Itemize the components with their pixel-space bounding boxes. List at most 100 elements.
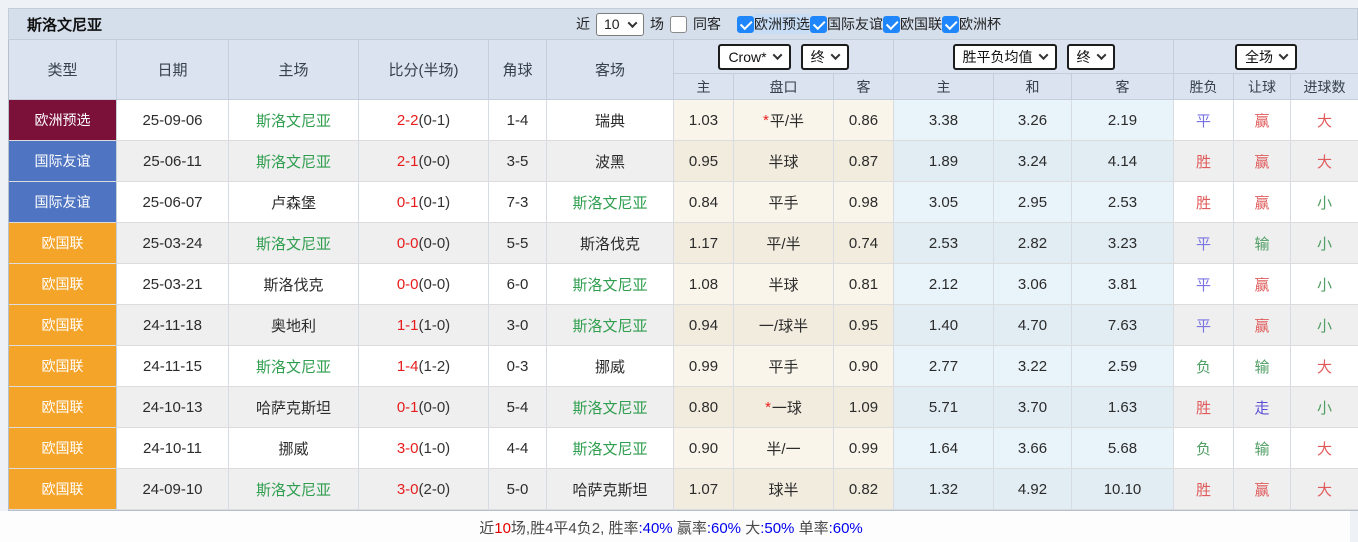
cell-handicap-away-odds: 0.81: [834, 264, 894, 305]
chevron-down-icon: [1038, 50, 1048, 61]
cell-corner: 5-0: [489, 469, 547, 510]
team-title: 斯洛文尼亚: [27, 16, 103, 34]
chevron-down-icon: [1278, 50, 1289, 61]
handicap-time-select[interactable]: 终: [800, 43, 849, 70]
cell-handicap-away-odds: 0.95: [834, 305, 894, 346]
wdl-avg-select-value: 胜平负均值: [962, 48, 1033, 65]
cell-result-goals: 大: [1291, 469, 1358, 510]
cell-league-type: 欧国联: [9, 305, 117, 346]
cell-result-wdl: 平: [1174, 305, 1234, 346]
cell-score: 2-1 (0-0): [359, 141, 489, 182]
cell-league-type: 国际友谊: [9, 141, 117, 182]
subheader-result-goals: 进球数: [1291, 74, 1358, 100]
cell-result-goals: 大: [1291, 141, 1358, 182]
cell-draw-odds: 3.70: [994, 387, 1072, 428]
handicap-time-select-value: 终: [810, 48, 825, 65]
cell-result-wdl: 负: [1174, 346, 1234, 387]
cell-home-team: 斯洛伐克: [229, 264, 359, 305]
recent-count-select[interactable]: 10: [596, 12, 644, 36]
cell-result-handicap: 赢: [1234, 264, 1291, 305]
cell-handicap-home-odds: 1.07: [674, 469, 734, 510]
cell-result-goals: 小: [1291, 387, 1358, 428]
summary-segment: :60%: [706, 519, 742, 537]
cell-handicap-away-odds: 0.82: [834, 469, 894, 510]
cell-result-goals: 小: [1291, 264, 1358, 305]
cell-win-odds: 2.12: [894, 264, 994, 305]
cell-lose-odds: 3.81: [1072, 264, 1174, 305]
cell-handicap-line: 平/半: [734, 223, 834, 264]
checkbox-checked-icon[interactable]: [810, 15, 827, 33]
cell-win-odds: 1.89: [894, 141, 994, 182]
bookmaker-select[interactable]: Crow*: [718, 43, 791, 70]
cell-corner: 6-0: [489, 264, 547, 305]
cell-handicap-home-odds: 1.08: [674, 264, 734, 305]
fulltime-select[interactable]: 全场: [1235, 43, 1297, 70]
cell-handicap-line: 平手: [734, 182, 834, 223]
cell-corner: 7-3: [489, 182, 547, 223]
checkbox-checked-icon[interactable]: [883, 15, 900, 33]
cell-handicap-home-odds: 0.95: [674, 141, 734, 182]
cell-lose-odds: 2.53: [1072, 182, 1174, 223]
cell-score: 0-1 (0-1): [359, 182, 489, 223]
subheader-handicap-line: 盘口: [734, 74, 834, 100]
cell-win-odds: 2.53: [894, 223, 994, 264]
chevron-down-icon: [627, 17, 638, 28]
cell-home-team: 斯洛文尼亚: [229, 100, 359, 141]
cell-draw-odds: 3.24: [994, 141, 1072, 182]
cell-home-team: 挪威: [229, 428, 359, 469]
cell-date: 24-09-10: [117, 469, 229, 510]
cell-handicap-home-odds: 0.80: [674, 387, 734, 428]
cell-home-team: 斯洛文尼亚: [229, 469, 359, 510]
cell-result-handicap: 赢: [1234, 100, 1291, 141]
cell-result-goals: 大: [1291, 428, 1358, 469]
cell-draw-odds: 4.70: [994, 305, 1072, 346]
cell-result-wdl: 胜: [1174, 141, 1234, 182]
cell-handicap-line: * 一球: [734, 387, 834, 428]
cell-handicap-line: * 平/半: [734, 100, 834, 141]
cell-handicap-away-odds: 1.09: [834, 387, 894, 428]
cell-league-type: 欧国联: [9, 428, 117, 469]
cell-handicap-home-odds: 0.99: [674, 346, 734, 387]
cell-date: 25-09-06: [117, 100, 229, 141]
checkbox-checked-icon[interactable]: [737, 15, 754, 33]
subheader-result-wdl: 胜负: [1174, 74, 1234, 100]
subheader-wdl-home: 主: [894, 74, 994, 100]
summary-segment: :40%: [638, 519, 673, 537]
league-filter-nations-league[interactable]: 欧国联: [883, 14, 942, 34]
league-filter-friendly[interactable]: 国际友谊: [810, 14, 883, 34]
cell-home-team: 哈萨克斯坦: [229, 387, 359, 428]
league-filter-euro-qualifier[interactable]: 欧洲预选: [737, 14, 810, 34]
cell-handicap-away-odds: 0.98: [834, 182, 894, 223]
checkbox-checked-icon[interactable]: [942, 15, 959, 33]
wdl-avg-select[interactable]: 胜平负均值: [952, 43, 1057, 70]
cell-home-team: 斯洛文尼亚: [229, 346, 359, 387]
cell-win-odds: 3.05: [894, 182, 994, 223]
cell-handicap-away-odds: 0.74: [834, 223, 894, 264]
cell-score: 3-0 (2-0): [359, 469, 489, 510]
cell-away-team: 斯洛文尼亚: [547, 264, 674, 305]
cell-result-goals: 小: [1291, 182, 1358, 223]
cell-win-odds: 5.71: [894, 387, 994, 428]
cell-handicap-away-odds: 0.99: [834, 428, 894, 469]
header-score: 比分(半场): [359, 40, 489, 100]
cell-result-handicap: 输: [1234, 346, 1291, 387]
wdl-time-select-value: 终: [1076, 48, 1091, 65]
league-filter-euro-cup[interactable]: 欧洲杯: [942, 14, 1001, 34]
subheader-handicap-away: 客: [834, 74, 894, 100]
chevron-down-icon: [1096, 50, 1106, 61]
cell-draw-odds: 3.22: [994, 346, 1072, 387]
cell-handicap-line: 半/一: [734, 428, 834, 469]
cell-win-odds: 1.64: [894, 428, 994, 469]
cell-league-type: 欧国联: [9, 346, 117, 387]
cell-home-team: 卢森堡: [229, 182, 359, 223]
cell-handicap-line: 球半: [734, 469, 834, 510]
cell-score: 2-2 (0-1): [359, 100, 489, 141]
summary-line: 近10场,胜4平4负2, 胜率:40% 赢率:60% 大:50% 单率:60%: [479, 517, 863, 538]
cell-handicap-home-odds: 0.94: [674, 305, 734, 346]
cell-score: 0-0 (0-0): [359, 264, 489, 305]
wdl-time-select[interactable]: 终: [1066, 43, 1115, 70]
summary-segment: 场,胜4平4负2, 胜率: [510, 519, 639, 537]
cell-handicap-line: 平手: [734, 346, 834, 387]
cell-lose-odds: 2.59: [1072, 346, 1174, 387]
same-venue-checkbox[interactable]: [670, 15, 687, 33]
